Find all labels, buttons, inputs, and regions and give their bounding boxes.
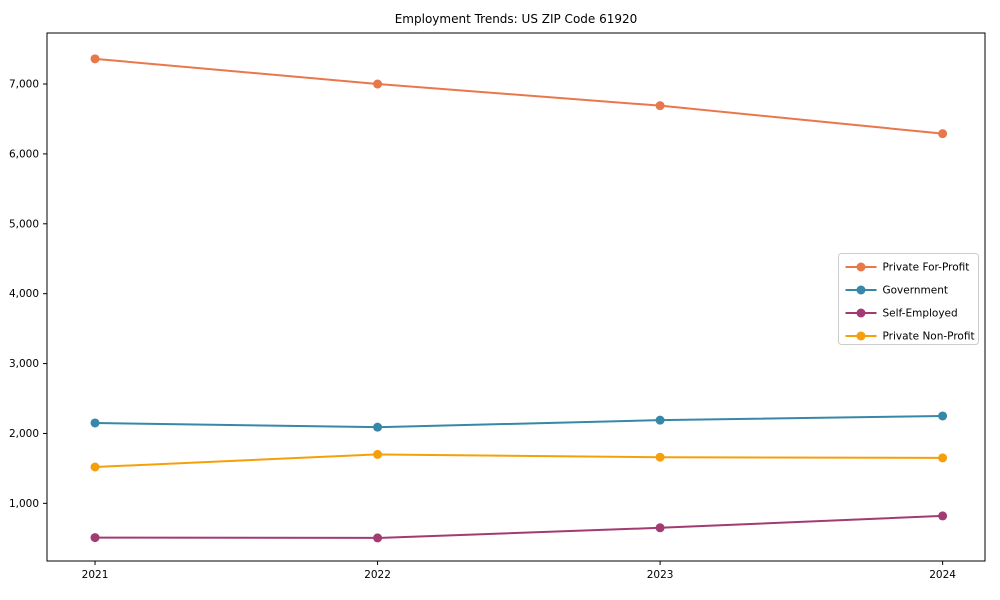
y-axis-tick-label: 3,000 <box>9 358 39 370</box>
data-point-private-non-profit-2023 <box>655 452 665 462</box>
data-point-government-2024 <box>938 411 948 421</box>
data-point-private-non-profit-2022 <box>373 449 383 459</box>
series-line-private-for-profit <box>94 57 943 135</box>
y-axis-tick-label: 2,000 <box>9 428 39 440</box>
data-point-private-for-profit-2024 <box>938 129 948 139</box>
x-axis-tick-label: 2023 <box>647 569 674 581</box>
legend-label-self-employed: Self-Employed <box>883 308 958 320</box>
data-point-private-for-profit-2021 <box>90 54 100 64</box>
chart-title: Employment Trends: US ZIP Code 61920 <box>394 12 638 26</box>
legend-marker-self-employed <box>856 308 866 318</box>
data-point-self-employed-2023 <box>655 523 665 533</box>
y-axis-tick-label: 1,000 <box>9 498 39 510</box>
data-point-private-non-profit-2024 <box>938 453 948 463</box>
data-point-private-for-profit-2022 <box>373 79 383 89</box>
y-axis-tick-label: 5,000 <box>9 218 39 230</box>
data-point-private-for-profit-2023 <box>655 101 665 111</box>
legend-box <box>838 253 979 345</box>
y-axis-tick-label: 4,000 <box>9 288 39 300</box>
legend-marker-private-for-profit <box>856 262 866 272</box>
x-axis-tick-label: 2024 <box>929 569 956 581</box>
data-point-self-employed-2021 <box>90 533 100 543</box>
y-axis-tick-label: 6,000 <box>9 148 39 160</box>
data-point-self-employed-2022 <box>373 533 383 543</box>
series-line-self-employed <box>95 514 943 539</box>
x-axis-tick-label: 2022 <box>364 569 391 581</box>
data-point-government-2021 <box>90 418 100 428</box>
legend-label-private-for-profit: Private For-Profit <box>883 262 970 274</box>
x-axis-tick-label: 2021 <box>82 569 109 581</box>
y-axis-tick-label: 7,000 <box>9 79 39 91</box>
data-point-government-2023 <box>655 415 665 425</box>
legend-marker-government <box>856 285 866 295</box>
data-point-government-2022 <box>373 422 383 432</box>
legend-label-private-non-profit: Private Non-Profit <box>883 331 975 343</box>
series-line-private-non-profit <box>94 453 943 469</box>
legend-marker-private-non-profit <box>856 331 866 341</box>
data-point-self-employed-2024 <box>938 511 948 521</box>
data-point-private-non-profit-2021 <box>90 462 100 472</box>
legend-label-government: Government <box>883 285 948 297</box>
plot-frame <box>46 32 986 562</box>
series-line-government <box>95 414 943 429</box>
